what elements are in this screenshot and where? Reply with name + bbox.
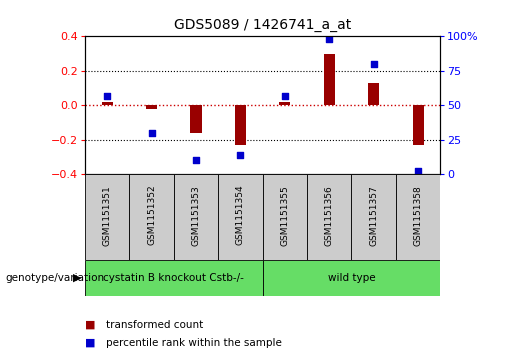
- Point: [414, 168, 422, 174]
- Point: [147, 130, 156, 136]
- Point: [325, 36, 333, 42]
- Bar: [235, 105, 246, 145]
- Bar: [307, 174, 351, 260]
- Text: transformed count: transformed count: [106, 320, 203, 330]
- Bar: [85, 260, 263, 296]
- Bar: [368, 83, 379, 105]
- Title: GDS5089 / 1426741_a_at: GDS5089 / 1426741_a_at: [174, 19, 351, 33]
- Point: [281, 93, 289, 98]
- Text: wild type: wild type: [328, 273, 375, 283]
- Text: GSM1151351: GSM1151351: [102, 185, 112, 245]
- Point: [192, 158, 200, 163]
- Bar: [279, 102, 290, 105]
- Point: [236, 152, 245, 158]
- Text: genotype/variation: genotype/variation: [5, 273, 104, 283]
- Text: GSM1151356: GSM1151356: [325, 185, 334, 245]
- Text: GSM1151358: GSM1151358: [414, 185, 423, 245]
- Bar: [263, 174, 307, 260]
- Bar: [351, 174, 396, 260]
- Text: GSM1151352: GSM1151352: [147, 185, 156, 245]
- Bar: [146, 105, 157, 109]
- Bar: [218, 174, 263, 260]
- Text: GSM1151353: GSM1151353: [192, 185, 200, 245]
- Text: ■: ■: [85, 320, 95, 330]
- Bar: [191, 105, 201, 133]
- Bar: [101, 102, 113, 105]
- Text: cystatin B knockout Cstb-/-: cystatin B knockout Cstb-/-: [104, 273, 244, 283]
- Point: [103, 93, 111, 98]
- Text: ▶: ▶: [73, 273, 81, 283]
- Point: [370, 61, 378, 67]
- Text: GSM1151357: GSM1151357: [369, 185, 378, 245]
- Bar: [85, 174, 129, 260]
- Bar: [413, 105, 424, 145]
- Text: percentile rank within the sample: percentile rank within the sample: [106, 338, 282, 348]
- Bar: [324, 54, 335, 105]
- Bar: [263, 260, 440, 296]
- Text: ■: ■: [85, 338, 95, 348]
- Text: GSM1151355: GSM1151355: [280, 185, 289, 245]
- Bar: [129, 174, 174, 260]
- Bar: [396, 174, 440, 260]
- Bar: [174, 174, 218, 260]
- Text: GSM1151354: GSM1151354: [236, 185, 245, 245]
